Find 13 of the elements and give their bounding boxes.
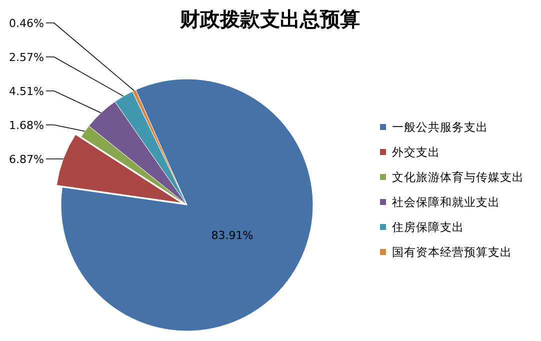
- legend-label: 文化旅游体育与传媒支出: [392, 170, 524, 184]
- data-label: 0.46%: [9, 16, 44, 30]
- data-label: 6.87%: [9, 152, 44, 166]
- legend-label: 社会保障和就业支出: [392, 195, 500, 209]
- chart-title: 财政拨款支出总预算: [179, 8, 360, 31]
- data-label: 2.57%: [9, 50, 44, 64]
- data-label: 4.51%: [9, 84, 44, 98]
- legend-label: 外交支出: [392, 145, 440, 159]
- legend-label: 住房保障支出: [391, 220, 464, 234]
- legend-label: 一般公共服务支出: [392, 120, 488, 134]
- legend-label: 国有资本经营预算支出: [392, 245, 512, 259]
- data-label: 1.68%: [9, 118, 44, 132]
- data-label: 83.91%: [211, 229, 254, 242]
